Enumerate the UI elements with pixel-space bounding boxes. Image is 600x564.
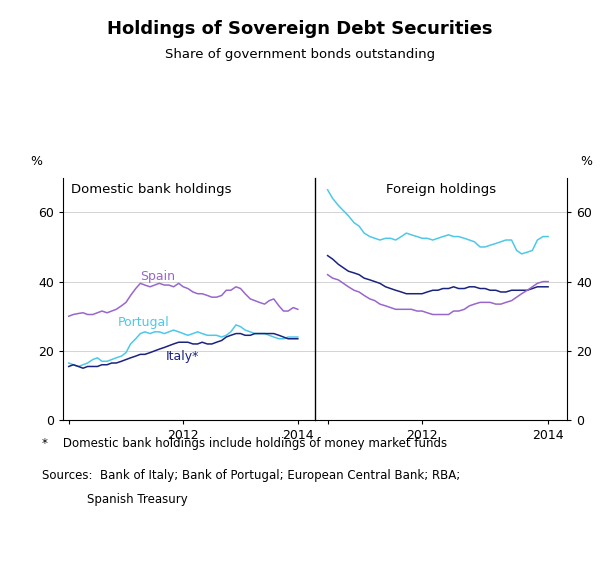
Text: %: % [30, 155, 42, 168]
Text: Italy*: Italy* [166, 350, 199, 363]
Text: %: % [580, 155, 592, 168]
Text: Spain: Spain [140, 270, 175, 283]
Text: Domestic bank holdings: Domestic bank holdings [71, 183, 231, 196]
Text: Holdings of Sovereign Debt Securities: Holdings of Sovereign Debt Securities [107, 20, 493, 38]
Text: Spanish Treasury: Spanish Treasury [42, 494, 188, 506]
Text: Foreign holdings: Foreign holdings [386, 183, 496, 196]
Text: Sources:  Bank of Italy; Bank of Portugal; European Central Bank; RBA;: Sources: Bank of Italy; Bank of Portugal… [42, 469, 460, 482]
Text: *    Domestic bank holdings include holdings of money market funds: * Domestic bank holdings include holding… [42, 437, 447, 450]
Text: Share of government bonds outstanding: Share of government bonds outstanding [165, 48, 435, 61]
Text: Portugal: Portugal [118, 316, 169, 329]
